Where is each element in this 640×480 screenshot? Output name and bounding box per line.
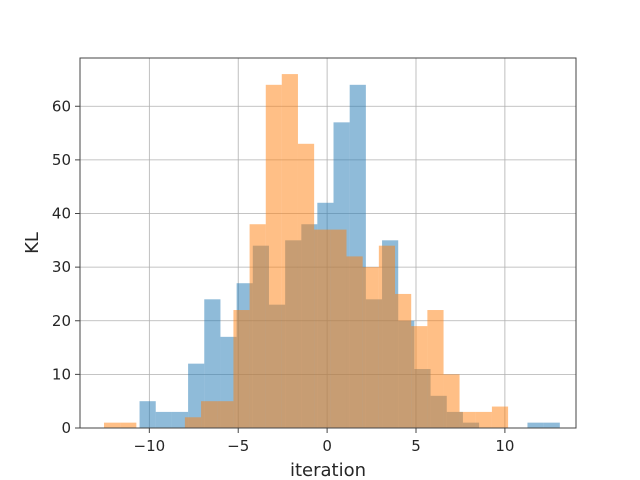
- histogram-bar: [204, 299, 221, 428]
- y-tick-label: 20: [52, 312, 71, 330]
- y-tick-label: 30: [52, 258, 71, 276]
- histogram-bar: [330, 229, 347, 428]
- histogram-bar: [217, 401, 234, 428]
- histogram-bar: [491, 406, 509, 428]
- x-axis-ticks: −10 −5 0 5 10: [134, 428, 514, 455]
- histogram-bars: [104, 74, 560, 429]
- histogram-bar: [201, 401, 218, 428]
- x-tick-label: 0: [322, 437, 332, 455]
- histogram-bar: [281, 74, 298, 428]
- histogram-series-2: [104, 74, 509, 429]
- x-tick-label: −5: [227, 437, 249, 455]
- histogram-bar: [155, 411, 172, 428]
- y-tick-label: 60: [52, 97, 71, 115]
- histogram-bar: [346, 256, 363, 428]
- histogram-bar: [139, 401, 156, 428]
- histogram-bar: [411, 326, 428, 428]
- y-tick-label: 50: [52, 151, 71, 169]
- histogram-bar: [314, 229, 331, 428]
- histogram-bar: [427, 310, 444, 428]
- y-axis-label: KL: [22, 232, 43, 254]
- x-tick-label: 5: [411, 437, 421, 455]
- x-tick-label: −10: [134, 437, 166, 455]
- histogram-bar: [475, 411, 492, 428]
- y-tick-label: 0: [61, 419, 71, 437]
- histogram-bar: [171, 411, 189, 428]
- histogram-bar: [249, 224, 266, 428]
- y-tick-label: 10: [52, 365, 71, 383]
- y-tick-label: 40: [52, 205, 71, 223]
- histogram-bar: [233, 310, 250, 428]
- histogram-bar: [297, 143, 315, 428]
- histogram-bar: [184, 417, 202, 428]
- histogram-bar: [443, 374, 460, 428]
- histogram-bar: [378, 245, 396, 428]
- histogram-bar: [395, 293, 412, 428]
- histogram-bar: [188, 363, 205, 428]
- x-tick-label: 10: [495, 437, 514, 455]
- histogram-bar: [120, 422, 137, 428]
- histogram-bar: [459, 411, 476, 428]
- histogram-bar: [362, 267, 379, 428]
- x-axis-label: iteration: [290, 460, 366, 480]
- y-axis-ticks: 0 10 20 30 40 50 60: [52, 97, 80, 437]
- histogram-bar: [265, 84, 282, 429]
- plot-frame: [79, 57, 577, 429]
- histogram-bar: [104, 422, 121, 428]
- histogram-bar: [543, 422, 560, 428]
- histogram-bar: [527, 422, 544, 428]
